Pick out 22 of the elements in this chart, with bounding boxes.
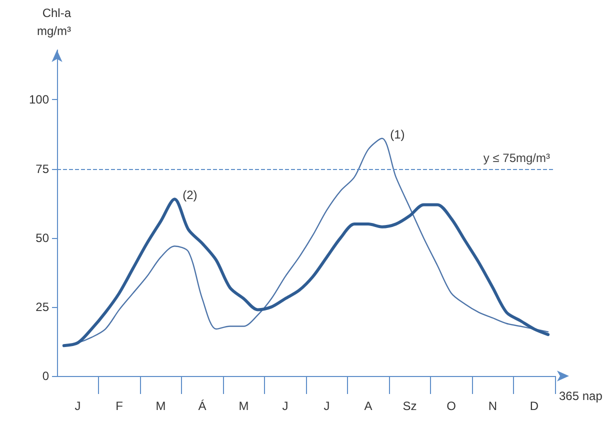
- x-axis-title: 365 nap: [559, 389, 603, 403]
- x-tick-label: J: [74, 399, 81, 413]
- x-tick-label: M: [156, 399, 166, 413]
- x-tick-label: A: [364, 399, 372, 413]
- annotation: (2): [182, 188, 198, 202]
- y-tick-label: 100: [28, 92, 50, 107]
- x-tick-label: M: [238, 399, 249, 413]
- x-tick-label: J: [324, 399, 330, 413]
- x-tick-label: N: [488, 399, 498, 413]
- ref-line-label: y ≤ 75mg/m³: [483, 150, 550, 165]
- y-tick-label: 75: [36, 162, 50, 176]
- y-tick-label: 0: [42, 369, 50, 383]
- y-axis-title: Chl-a mg/m³: [37, 6, 72, 38]
- x-tick-label: J: [282, 399, 288, 413]
- x-tick-label: O: [446, 399, 456, 413]
- x-tick-label: F: [116, 399, 123, 413]
- x-tick-label: D: [530, 399, 539, 413]
- x-tick-label: Sz: [402, 399, 417, 413]
- x-tick-label: Á: [198, 399, 206, 413]
- y-tick-label: 25: [36, 300, 50, 314]
- y-tick-label: 50: [36, 230, 50, 245]
- annotation: (1): [390, 127, 405, 142]
